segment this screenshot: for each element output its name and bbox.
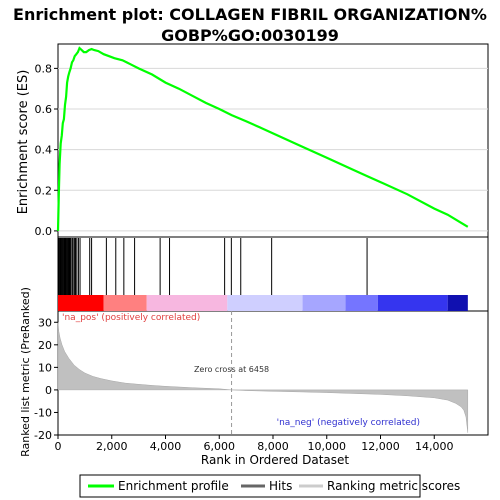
legend-label-hits: Hits [269,479,292,493]
metric-panel-frame [58,311,488,435]
es-y-tick-label: 0.6 [35,103,53,116]
heatmap-segment [378,295,448,311]
heatmap-segment [448,295,468,311]
es-y-axis-label: Enrichment score (ES) [16,70,31,215]
metric-y-axis-label: Ranked list metric (PreRanked) [19,287,32,457]
metric-y-tick-label: -10 [34,406,52,419]
metric-y-tick-label: 0 [45,384,52,397]
x-tick-label: 14,000 [415,440,454,453]
x-tick-label: 8,000 [257,440,289,453]
x-tick-label: 0 [55,440,62,453]
legend-label-ranking-metric: Ranking metric scores [327,479,460,493]
x-axis-label: Rank in Ordered Dataset [201,453,349,467]
x-tick-label: 10,000 [308,440,347,453]
heatmap-segment [303,295,346,311]
heatmap-segment [346,295,378,311]
metric-y-tick-label: -20 [34,429,52,442]
legend-label-enrichment-profile: Enrichment profile [118,479,229,493]
es-y-tick-label: 0.8 [35,62,53,75]
metric-y-tick-label: 30 [38,316,52,329]
es-y-tick-label: 0.2 [35,184,53,197]
heatmap-segment [147,295,228,311]
zero-cross-label: Zero cross at 6458 [194,365,269,374]
heatmap-segment [104,295,147,311]
heatmap-segment [58,295,104,311]
metric-y-tick-label: 10 [38,361,52,374]
legend: Enrichment profile Hits Ranking metric s… [80,475,460,497]
pos-correlated-label: 'na_pos' (positively correlated) [62,313,200,323]
metric-y-tick-label: 20 [38,339,52,352]
heatmap-segment [227,295,302,311]
x-tick-label: 6,000 [204,440,236,453]
x-tick-label: 4,000 [150,440,182,453]
chart-title-line-1: Enrichment plot: COLLAGEN FIBRIL ORGANIZ… [13,5,487,24]
chart-title-line-2: GOBP%GO:0030199 [161,26,339,45]
es-panel-frame [58,44,488,237]
es-y-tick-label: 0.0 [35,225,53,238]
es-y-tick-label: 0.4 [35,144,53,157]
x-tick-label: 2,000 [96,440,128,453]
x-tick-label: 12,000 [361,440,400,453]
neg-correlated-label: 'na_neg' (negatively correlated) [277,418,420,428]
